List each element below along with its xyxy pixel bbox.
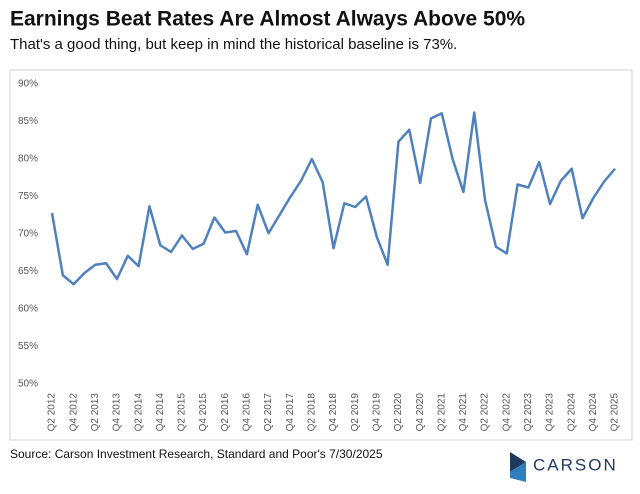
x-tick-label: Q2 2017 <box>263 393 274 432</box>
x-tick-label: Q4 2012 <box>68 393 79 432</box>
x-tick-label: Q2 2019 <box>350 393 361 432</box>
logo-mark <box>510 452 526 472</box>
plot-frame <box>9 69 633 441</box>
chart-title: Earnings Beat Rates Are Almost Always Ab… <box>10 8 525 31</box>
x-tick-label: Q4 2023 <box>545 393 556 432</box>
x-tick-label: Q2 2015 <box>177 393 188 432</box>
x-tick-label: Q4 2014 <box>155 393 166 432</box>
x-tick-label: Q4 2013 <box>112 393 123 432</box>
y-tick-label: 70% <box>18 229 38 240</box>
x-tick-label: Q2 2012 <box>47 393 58 432</box>
chart-subtitle: That's a good thing, but keep in mind th… <box>10 36 457 53</box>
x-tick-label: Q2 2014 <box>133 393 144 432</box>
x-tick-label: Q4 2024 <box>588 393 599 432</box>
x-tick-label: Q2 2021 <box>436 393 447 432</box>
y-tick-label: 90% <box>18 79 38 90</box>
y-tick-label: 60% <box>18 304 38 315</box>
source-note: Source: Carson Investment Research, Stan… <box>10 447 383 461</box>
x-tick-label: Q4 2018 <box>328 393 339 432</box>
data-line <box>50 111 616 286</box>
y-tick-label: 75% <box>18 191 38 202</box>
y-tick-label: 65% <box>18 266 38 277</box>
x-tick-label: Q4 2015 <box>198 393 209 432</box>
x-tick-label: Q2 2018 <box>306 393 317 432</box>
y-tick-label: 80% <box>18 154 38 165</box>
x-tick-label: Q4 2022 <box>501 393 512 432</box>
y-tick-label: 55% <box>18 341 38 352</box>
x-tick-label: Q4 2021 <box>458 393 469 432</box>
x-tick-label: Q4 2016 <box>242 393 253 432</box>
x-tick-label: Q2 2016 <box>220 393 231 432</box>
x-tick-label: Q2 2013 <box>90 393 101 432</box>
y-tick-label: 50% <box>18 379 38 390</box>
x-tick-label: Q2 2024 <box>566 393 577 432</box>
x-tick-label: Q4 2017 <box>285 393 296 432</box>
x-tick-label: Q2 2020 <box>393 393 404 432</box>
y-tick-label: 85% <box>18 116 38 127</box>
x-tick-label: Q2 2022 <box>480 393 491 432</box>
logo: CARSON <box>510 452 618 482</box>
x-tick-label: Q2 2023 <box>523 393 534 432</box>
logo-text: CARSON <box>533 455 618 474</box>
x-tick-label: Q4 2020 <box>415 393 426 432</box>
logo-mark <box>510 462 526 482</box>
x-tick-label: Q2 2025 <box>610 393 621 432</box>
x-tick-label: Q4 2019 <box>371 393 382 432</box>
